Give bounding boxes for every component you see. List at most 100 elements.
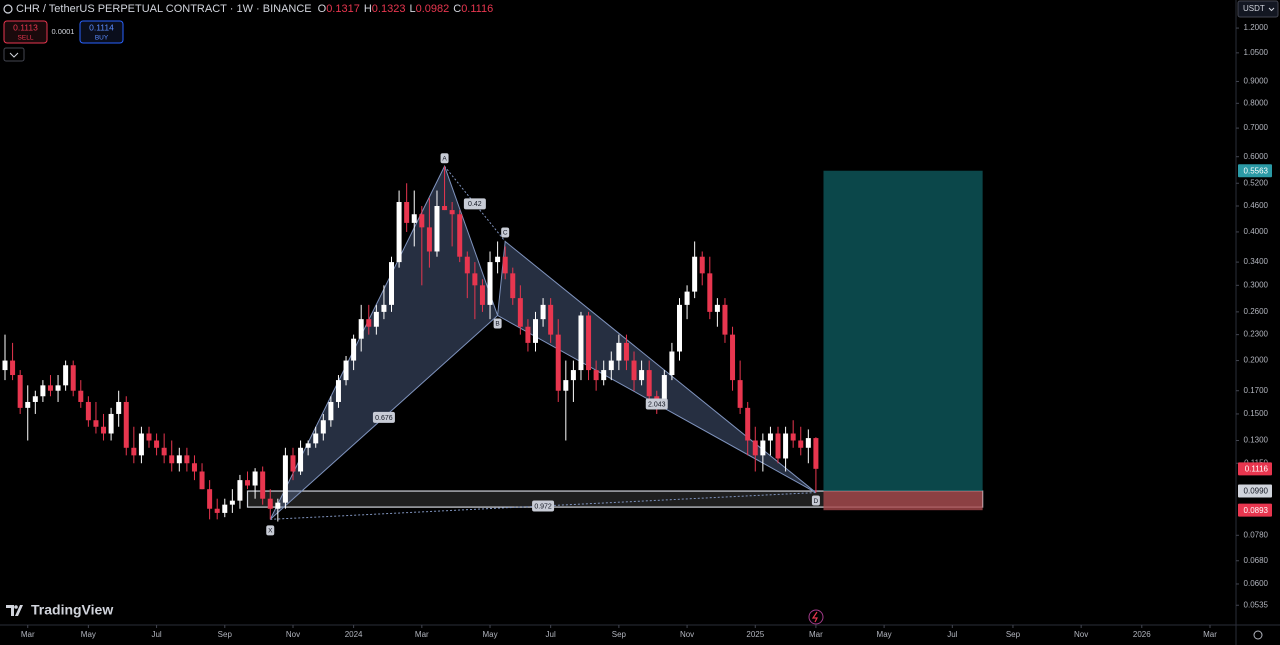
candle-body — [517, 298, 523, 327]
candle-body — [669, 351, 675, 376]
y-tick-label: 0.0780 — [1244, 530, 1269, 539]
currency[interactable]: USDT — [1243, 4, 1265, 13]
brand-dot — [14, 605, 18, 609]
candle-body — [237, 480, 243, 501]
candle-body — [366, 319, 372, 327]
settings-icon[interactable] — [1253, 630, 1263, 640]
candle-body — [623, 342, 629, 361]
candle-body — [631, 360, 637, 381]
candle-body — [252, 471, 258, 486]
candle-body — [798, 440, 804, 448]
ohlc-value: 0.1116 — [461, 3, 493, 15]
x-tick-label: May — [81, 630, 96, 639]
y-tick-label: 0.7000 — [1244, 123, 1269, 132]
candle-body — [93, 420, 99, 427]
candle-body — [290, 455, 296, 472]
ohlc-value: 0.1317 — [326, 3, 360, 15]
sell-button[interactable] — [3, 20, 48, 44]
candle-body — [676, 304, 682, 352]
y-tick-label: 0.1500 — [1244, 409, 1269, 418]
candle-body — [411, 214, 417, 223]
candle-body — [396, 202, 402, 263]
candle-body — [608, 360, 614, 371]
candle-body — [184, 455, 190, 464]
y-tick-label: 0.2300 — [1244, 330, 1269, 339]
x-tick-label: Mar — [809, 630, 823, 639]
brand-name: TradingView — [31, 602, 113, 618]
ratio-label: 0.676 — [375, 415, 393, 422]
candle-body — [275, 502, 281, 509]
entry-price: 0.0990 — [1244, 487, 1269, 496]
candle-body — [381, 304, 387, 312]
candle-body — [267, 498, 273, 509]
candle-body — [320, 420, 326, 434]
y-tick-label: 0.6000 — [1244, 152, 1269, 161]
candle-body — [78, 390, 84, 402]
candle-body — [464, 256, 470, 274]
point-label: X — [268, 528, 273, 535]
y-tick-label: 0.0535 — [1244, 600, 1269, 609]
candle-body — [578, 315, 584, 371]
ratio-box — [372, 411, 395, 423]
candle-body — [199, 471, 205, 490]
candle-body — [563, 380, 569, 391]
target-price-box — [1238, 164, 1272, 178]
candle-body — [313, 433, 319, 444]
target-price: 0.5563 — [1244, 166, 1269, 175]
candle-body — [442, 206, 448, 211]
ohlc-label: L — [409, 3, 415, 15]
candle-body — [487, 262, 493, 305]
axes: 1.2000 1.0500 0.9000 0.8000 0.7000 0.6000 0.52… — [21, 23, 1272, 639]
collapse-button[interactable] — [3, 47, 25, 62]
point-label: B — [495, 321, 499, 328]
y-tick-label: 0.1300 — [1244, 436, 1269, 445]
point-box — [493, 318, 502, 329]
stop-price: 0.0893 — [1244, 506, 1269, 515]
ohlc-label: C — [453, 3, 461, 15]
candle-body — [70, 365, 76, 391]
candle-body — [510, 273, 516, 299]
x-tick-label: Jul — [151, 630, 161, 639]
candle-body — [298, 447, 304, 472]
stop-zone — [823, 491, 983, 511]
candle-body — [389, 262, 395, 305]
candle-body — [699, 256, 705, 274]
point-box — [501, 227, 510, 238]
plot-area: 0.42 0.676 2.043 0.972 X A B C D — [2, 153, 984, 536]
candle-body — [282, 455, 288, 503]
candle-body — [404, 202, 410, 223]
ohlc-value: 0.0982 — [416, 3, 450, 15]
candle-body — [131, 447, 137, 456]
last-price: 0.1116 — [1245, 464, 1269, 473]
event-icon[interactable] — [808, 609, 824, 625]
last-price-box — [1238, 462, 1272, 476]
x-tick-label: Mar — [415, 630, 429, 639]
candle-body — [760, 440, 766, 456]
y-tick-label: 0.3000 — [1244, 280, 1269, 289]
candle-body — [17, 375, 23, 408]
candle-body — [419, 214, 425, 228]
candle-body — [373, 311, 379, 327]
x-tick-label: Jul — [546, 630, 556, 639]
y-tick-label: 0.0680 — [1244, 556, 1269, 565]
candle-body — [47, 385, 53, 391]
buy-price[interactable]: 0.1114 — [89, 22, 114, 32]
candle-body — [123, 401, 129, 448]
buy-label[interactable]: BUY — [95, 35, 109, 42]
candle-body — [55, 385, 61, 391]
sell-price[interactable]: 0.1113 — [13, 22, 38, 32]
sell-label[interactable]: SELL — [18, 35, 34, 42]
brand: TradingView — [6, 602, 113, 618]
candle-body — [805, 438, 811, 448]
candle-body — [343, 360, 349, 381]
x-tick-label: Sep — [218, 630, 233, 639]
ratio-box — [532, 500, 555, 512]
currency-button[interactable] — [1237, 0, 1279, 18]
candle-body — [116, 401, 122, 414]
symbol-title: CHR / TetherUS PERPETUAL CONTRACT · 1W ·… — [16, 3, 493, 15]
buy-button[interactable] — [79, 20, 124, 44]
candle-body — [138, 433, 144, 456]
point-label: D — [814, 498, 819, 505]
x-tick-label: Nov — [286, 630, 300, 639]
